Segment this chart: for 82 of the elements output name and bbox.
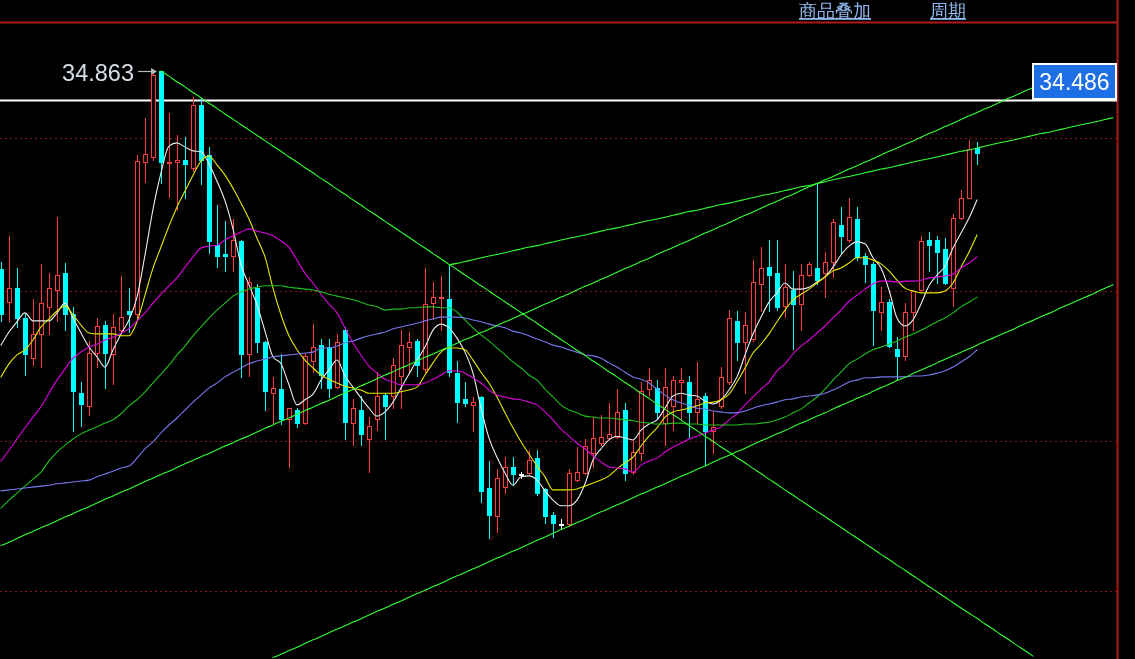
candlestick — [30, 299, 37, 366]
candlestick — [806, 261, 813, 278]
candlestick — [198, 97, 205, 186]
candlestick — [814, 182, 821, 286]
candlestick — [286, 407, 293, 468]
candlestick — [54, 216, 61, 323]
candlestick — [6, 236, 13, 323]
candlestick — [46, 272, 53, 336]
candlestick — [526, 449, 533, 476]
candlestick — [838, 207, 845, 254]
candlestick — [278, 354, 285, 426]
candlestick — [550, 512, 557, 538]
candlestick — [494, 469, 501, 534]
candlestick — [846, 197, 853, 244]
text: 周期 — [930, 0, 966, 21]
candlestick — [230, 219, 237, 273]
candlestick — [678, 367, 685, 421]
candlestick — [382, 392, 389, 441]
candlestick — [366, 417, 373, 473]
candlestick — [398, 329, 405, 409]
candlestick — [214, 204, 221, 268]
annotation: 34.863 — [62, 59, 134, 86]
candlestick — [166, 113, 173, 198]
candlestick — [774, 239, 781, 311]
candlestick — [262, 341, 269, 411]
candlestick — [910, 289, 917, 331]
candlestick — [174, 135, 181, 211]
candlestick — [14, 267, 21, 329]
candlestick — [510, 456, 517, 486]
candlestick — [518, 471, 525, 479]
candlestick — [38, 264, 45, 368]
candlestick — [374, 371, 381, 431]
candlestick — [182, 137, 189, 199]
candlestick — [766, 239, 773, 313]
candlestick — [118, 276, 125, 334]
candlestick — [726, 309, 733, 386]
candlestick — [310, 323, 317, 373]
candlestick — [750, 259, 757, 343]
candlestick — [598, 414, 605, 446]
annotation: 34.486 — [1039, 69, 1110, 95]
candlestick — [102, 321, 109, 389]
candlestick — [894, 336, 901, 381]
candlestick — [86, 341, 93, 416]
candlestick — [270, 377, 277, 426]
candlestick — [430, 281, 437, 321]
candlestick — [462, 382, 469, 408]
candlestick — [78, 381, 85, 428]
candlestick — [486, 461, 493, 539]
candlestick — [966, 139, 973, 200]
candlestick — [190, 96, 197, 173]
candlestick — [350, 399, 357, 446]
candlestick — [742, 312, 749, 394]
candlestick — [926, 231, 933, 273]
candlestick — [822, 251, 829, 298]
text: 商品叠加 — [799, 0, 871, 21]
candlestick — [222, 221, 229, 273]
candlestick — [590, 416, 597, 468]
candlestick — [934, 236, 941, 284]
candlestick — [470, 397, 477, 433]
candlestick — [438, 276, 445, 331]
candlestick — [558, 519, 565, 529]
candlestick — [0, 261, 5, 323]
candlestick — [142, 117, 149, 183]
candlestick — [798, 264, 805, 331]
candlestick — [758, 247, 765, 313]
candlestick — [406, 332, 413, 374]
candlestick — [606, 402, 613, 441]
candlestick — [358, 396, 365, 446]
candlestick — [918, 236, 925, 291]
candlestick — [830, 219, 837, 279]
candlestick — [870, 261, 877, 346]
candlestick — [614, 389, 621, 439]
candlestick — [126, 287, 133, 333]
candlestick — [734, 311, 741, 361]
candlestick — [22, 314, 29, 376]
candlestick — [878, 286, 885, 331]
candlestick — [782, 264, 789, 318]
candlestick — [958, 189, 965, 221]
candlestick — [574, 447, 581, 482]
candlestick — [454, 361, 461, 423]
candlestick — [790, 271, 797, 351]
candlestick — [974, 142, 981, 166]
